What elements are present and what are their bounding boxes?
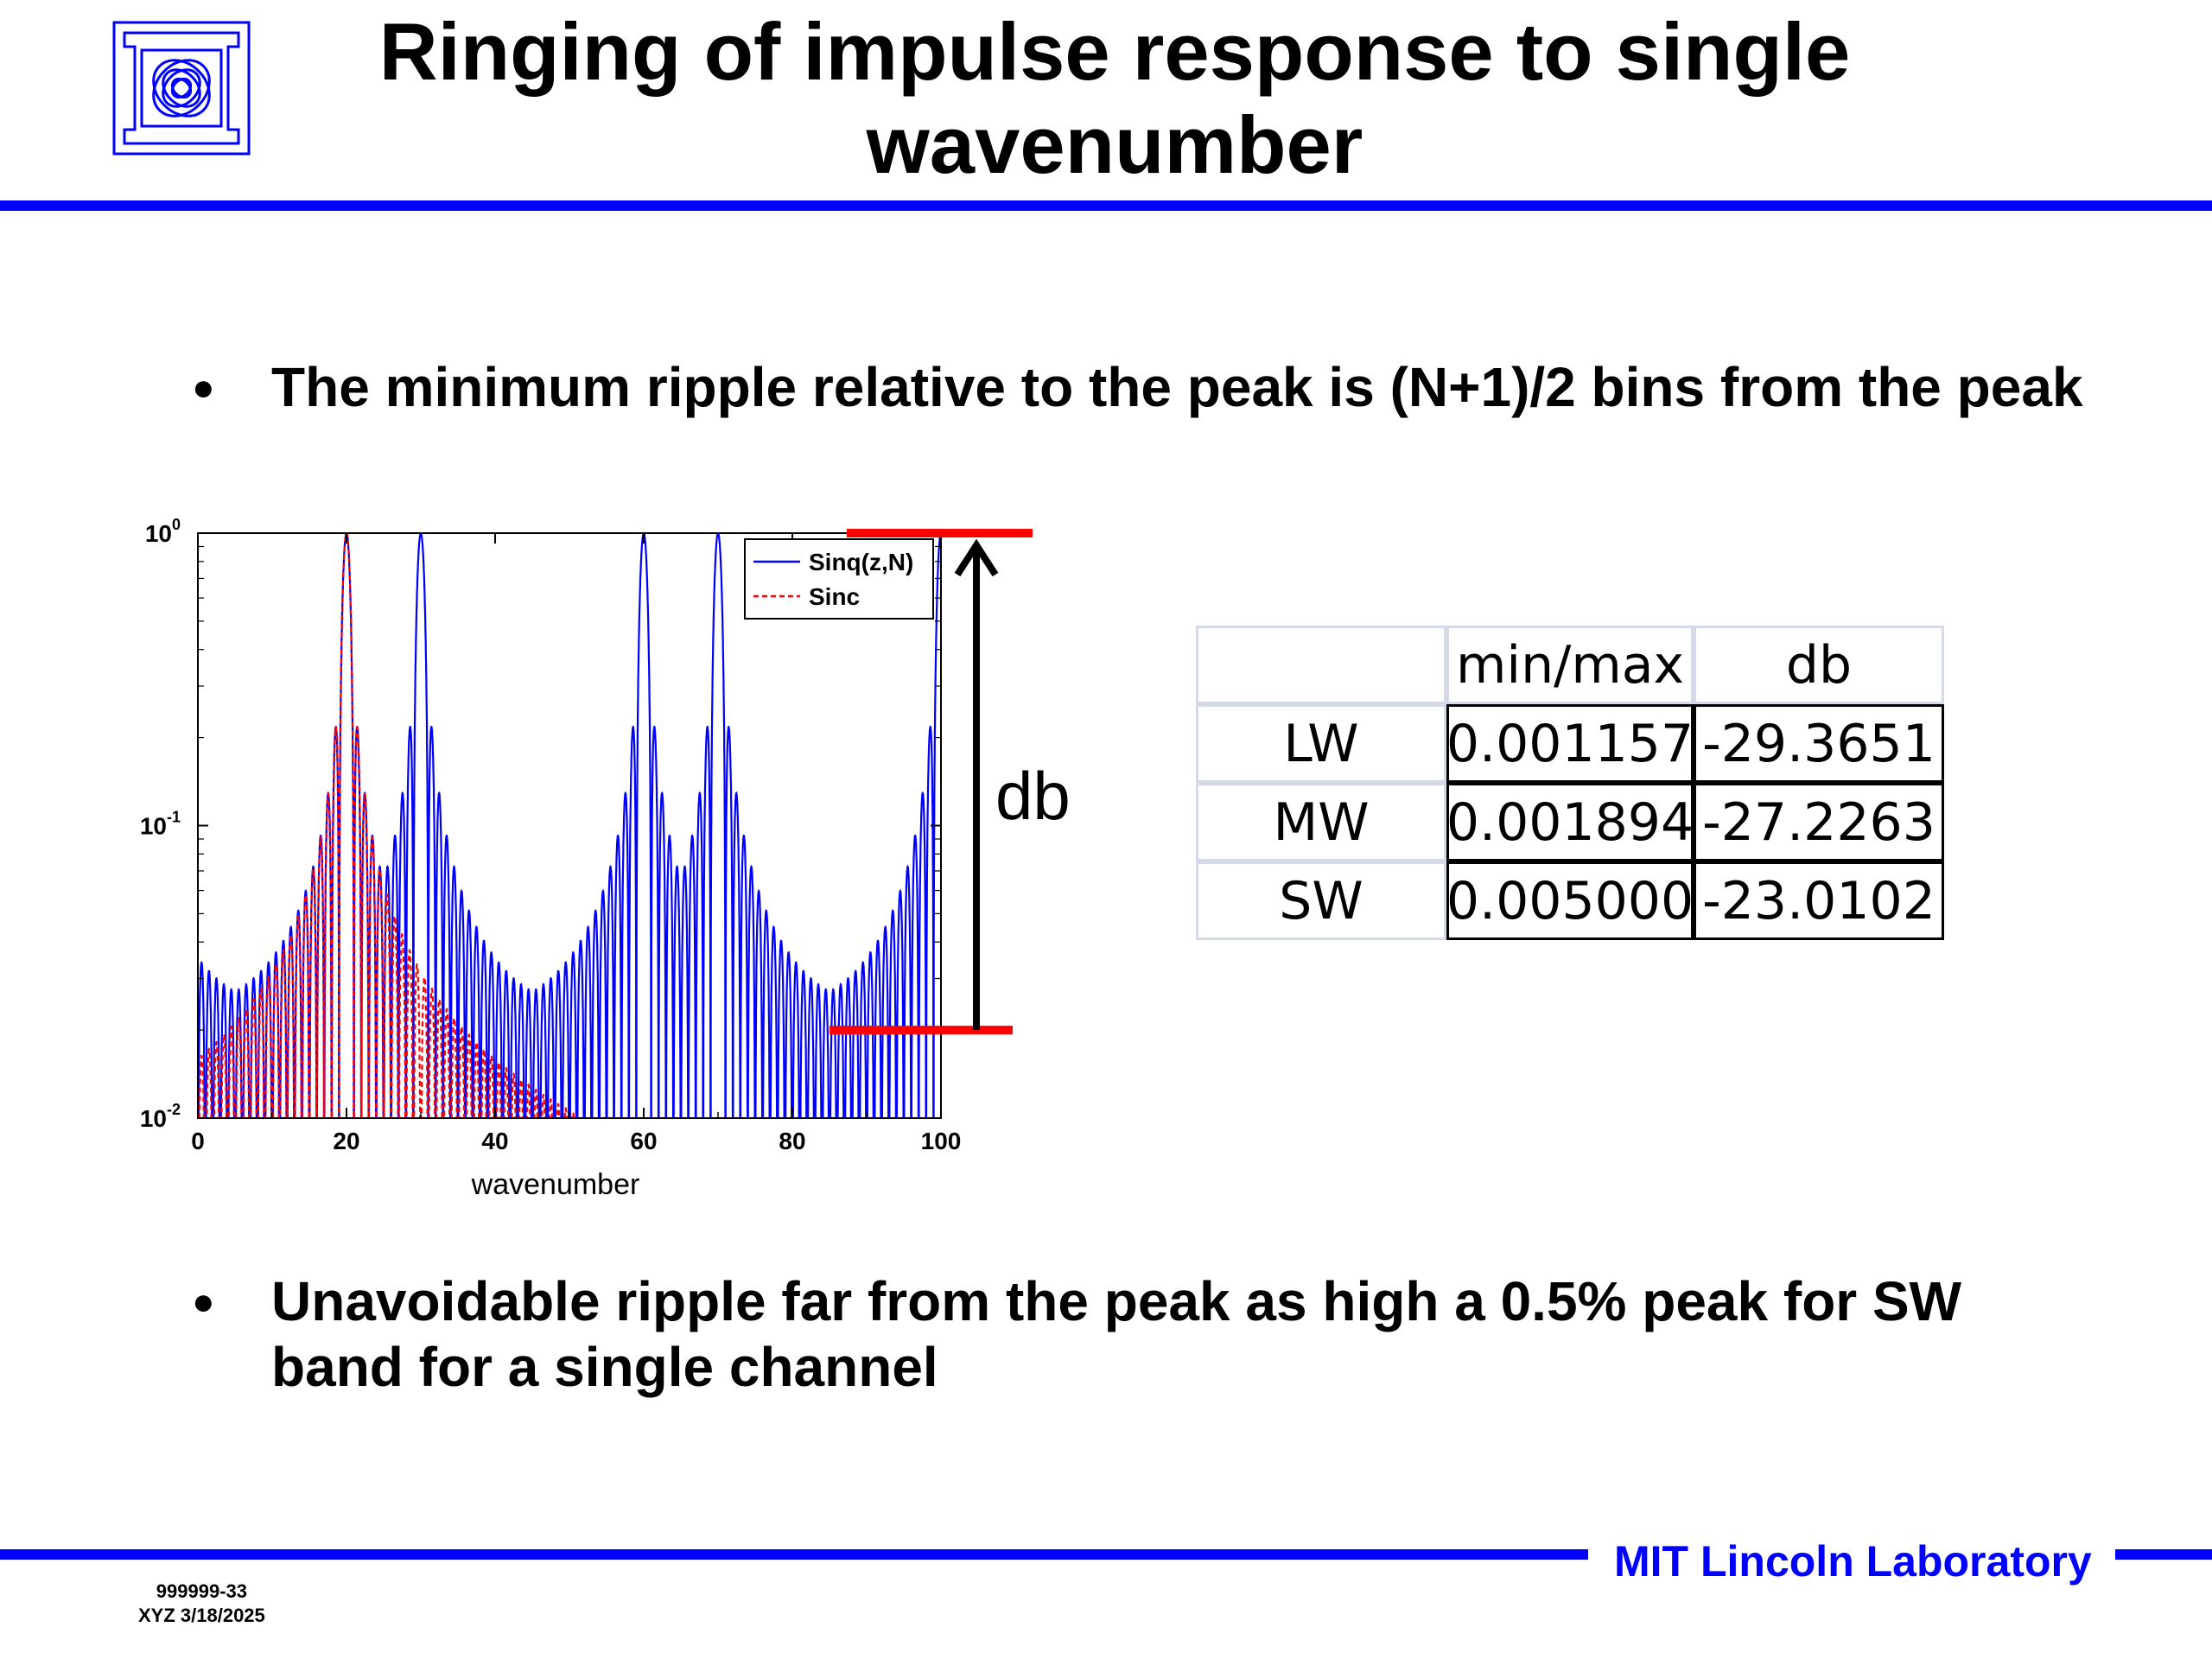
table-header-cell: min/max xyxy=(1446,626,1694,704)
y-tick-label: 10-1 xyxy=(140,809,181,840)
footer-date: XYZ 3/18/2025 xyxy=(138,1605,265,1626)
y-tick-label: 100 xyxy=(145,516,181,547)
lincoln-lab-logo-icon xyxy=(112,21,251,156)
footer-id: 999999-33 XYZ 3/18/2025 xyxy=(138,1580,265,1628)
title-divider xyxy=(0,200,2212,211)
x-tick-label: 100 xyxy=(921,1128,962,1154)
legend-entry-label: Sinc xyxy=(809,583,860,610)
legend-box xyxy=(744,538,934,620)
table-cell: -29.3651 xyxy=(1694,704,1944,783)
footer-brand: MIT Lincoln Laboratory xyxy=(1614,1537,2092,1586)
db-arrow-head xyxy=(954,538,999,577)
x-tick-label: 0 xyxy=(191,1128,205,1154)
bullet-marker: ● xyxy=(192,366,215,409)
table-row-label: SW xyxy=(1196,861,1446,940)
legend-entry-label: Sinq(z,N) xyxy=(809,549,913,575)
series-line-sinc xyxy=(198,533,582,1118)
footer-rule-right xyxy=(2115,1549,2212,1560)
slide-title: Ringing of impulse response to single wa… xyxy=(378,6,1851,190)
bullet-text-2: Unavoidable ripple far from the peak as … xyxy=(271,1270,1962,1398)
table-header-cell xyxy=(1196,626,1446,704)
table-cell: -23.0102 xyxy=(1694,861,1944,940)
db-annotation: db xyxy=(995,758,1071,834)
ripple-table: min/max db LW 0.001157 -29.3651 MW 0.001894 -27… xyxy=(1196,626,1944,940)
footer-rule-left xyxy=(0,1549,1588,1560)
table-cell: -27.2263 xyxy=(1694,783,1944,861)
table-row-label: LW xyxy=(1196,704,1446,783)
footer-slide-id: 999999-33 xyxy=(156,1580,247,1602)
table-cell: 0.005000 xyxy=(1446,861,1694,940)
x-tick-label: 60 xyxy=(630,1128,657,1154)
bullet-text-1: The minimum ripple relative to the peak … xyxy=(271,356,2083,418)
table-row-label: MW xyxy=(1196,783,1446,861)
table-cell: 0.001157 xyxy=(1446,704,1694,783)
y-tick-label: 10-2 xyxy=(140,1101,181,1132)
table-header-cell: db xyxy=(1694,626,1944,704)
bullet-marker: ● xyxy=(192,1281,215,1323)
x-axis-label: wavenumber xyxy=(471,1168,640,1201)
x-tick-label: 40 xyxy=(481,1128,508,1154)
x-tick-label: 20 xyxy=(333,1128,359,1154)
table-cell: 0.001894 xyxy=(1446,783,1694,861)
x-tick-label: 80 xyxy=(779,1128,805,1154)
